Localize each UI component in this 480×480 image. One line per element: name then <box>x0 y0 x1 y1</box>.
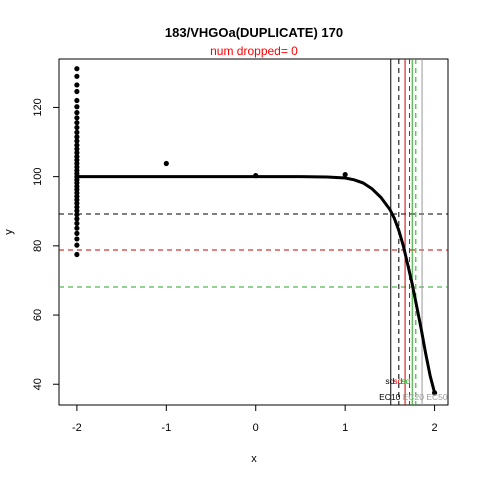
data-points <box>74 66 438 396</box>
data-point <box>74 216 80 222</box>
data-point <box>74 242 80 248</box>
data-point <box>74 104 80 110</box>
data-point <box>74 251 80 258</box>
y-tick-label: 80 <box>32 240 44 252</box>
ec-value-label: EC50 <box>426 392 448 402</box>
ec-sd-label: sd <box>401 376 410 386</box>
threshold-lines <box>59 213 448 288</box>
chart-subtitle: num dropped= 0 <box>210 44 298 58</box>
y-tick-label: 100 <box>32 167 44 185</box>
data-point <box>74 82 80 88</box>
data-point <box>74 97 80 104</box>
data-point <box>74 236 80 242</box>
x-tick-label: -1 <box>161 422 171 434</box>
data-point <box>74 150 80 156</box>
chart-title: 183/VHGOa(DUPLICATE) 170 <box>165 25 343 40</box>
x-tick-label: 2 <box>432 422 438 434</box>
data-point <box>74 73 80 79</box>
data-point <box>74 146 80 152</box>
data-point <box>74 129 80 135</box>
data-point <box>74 124 80 131</box>
y-tick-label: 40 <box>32 378 44 390</box>
x-tick-label: 0 <box>253 422 259 434</box>
data-point <box>74 120 80 126</box>
ec-sd-label: sd <box>385 376 394 386</box>
ec-lines <box>390 59 423 405</box>
ec-value-label: EC10 <box>379 392 401 402</box>
data-point <box>74 115 80 121</box>
x-tick-label: -2 <box>72 422 82 434</box>
x-axis-title: x <box>251 453 257 465</box>
x-axis: -2 -1 0 1 2 <box>72 404 438 434</box>
y-tick-label: 120 <box>32 98 44 116</box>
data-point <box>74 142 80 148</box>
ec-sd-label: sd <box>393 376 402 386</box>
y-axis-title: y <box>3 229 15 235</box>
data-point <box>74 110 80 116</box>
data-point <box>74 200 80 206</box>
data-point <box>74 230 80 236</box>
y-axis: 40 60 80 100 120 <box>32 98 60 390</box>
y-tick-label: 60 <box>32 309 44 321</box>
data-point <box>74 220 80 226</box>
plot-frame <box>58 58 449 406</box>
data-point <box>74 204 80 210</box>
fit-curve <box>76 175 437 394</box>
ec-value-label: EC20 <box>403 392 425 402</box>
data-point <box>342 171 348 178</box>
data-point <box>74 134 80 140</box>
x-tick-label: 1 <box>342 422 348 434</box>
data-point <box>253 173 259 179</box>
data-point <box>431 390 438 396</box>
data-point <box>163 160 169 167</box>
data-point <box>74 88 80 95</box>
data-point <box>74 212 80 218</box>
data-point <box>74 138 80 144</box>
data-point <box>74 225 80 231</box>
data-point <box>74 208 80 214</box>
data-point <box>74 66 80 72</box>
